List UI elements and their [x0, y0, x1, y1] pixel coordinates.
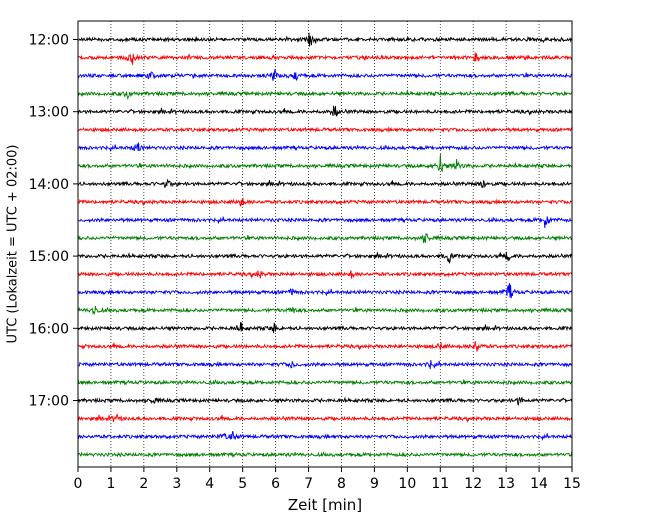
trace-row-1400: [77, 178, 572, 189]
x-axis-label: Zeit [min]: [288, 496, 362, 514]
x-tick-label: 6: [271, 476, 280, 492]
trace-row-1230: [77, 69, 572, 81]
trace-row-1515: [77, 270, 573, 279]
y-tick-label: 12:00: [29, 33, 69, 49]
trace-row-1445: [77, 233, 572, 243]
y-tick-label: 14:00: [29, 177, 69, 193]
y-axis-ticks: 12:00 13:00 14:00 15:00 16:00 17:00: [29, 33, 78, 410]
trace-row-1330: [77, 142, 572, 153]
trace-row-1615: [77, 341, 573, 352]
y-tick-label: 17:00: [29, 394, 69, 410]
trace-row-1215: [77, 52, 573, 65]
x-tick-label: 10: [398, 476, 416, 492]
x-tick-label: 4: [205, 476, 214, 492]
grid-lines: [110, 21, 540, 467]
trace-rows: [77, 32, 573, 458]
x-axis-ticks: 0 1 2 3 4 5 6 7 8 9 10 11 12 13 14 15: [74, 467, 581, 492]
trace-row-1600: [77, 322, 573, 334]
x-tick-label: 0: [74, 476, 83, 492]
trace-row-1745: [77, 451, 573, 458]
trace-row-1245: [77, 89, 573, 100]
trace-row-1300: [77, 105, 573, 117]
x-tick-label: 7: [304, 476, 313, 492]
trace-row-1345: [77, 154, 573, 173]
y-tick-label: 13:00: [29, 105, 69, 121]
x-tick-label: 14: [530, 476, 548, 492]
trace-row-1200: [77, 32, 572, 47]
x-tick-label: 11: [431, 476, 449, 492]
trace-row-1630: [77, 359, 573, 370]
trace-row-1430: [77, 216, 572, 228]
y-tick-label: 15:00: [29, 249, 69, 265]
x-tick-label: 5: [238, 476, 247, 492]
trace-row-1500: [77, 251, 573, 265]
trace-row-1730: [77, 430, 573, 441]
trace-row-1530: [77, 282, 573, 299]
trace-row-1315: [77, 126, 573, 134]
plot-frame: [77, 20, 573, 468]
x-tick-label: 3: [172, 476, 181, 492]
x-tick-label: 13: [497, 476, 515, 492]
y-axis-label: UTC (Lokalzeit = UTC + 02:00): [6, 145, 21, 344]
x-tick-label: 12: [464, 476, 482, 492]
trace-row-1700: [77, 396, 573, 406]
x-tick-label: 1: [106, 476, 115, 492]
trace-row-1545: [77, 305, 573, 316]
y-tick-label: 16:00: [29, 321, 69, 337]
x-tick-label: 15: [563, 476, 581, 492]
x-tick-label: 2: [139, 476, 148, 492]
trace-row-1645: [77, 379, 573, 386]
trace-row-1415: [77, 197, 572, 207]
trace-row-1715: [77, 413, 573, 423]
x-tick-label: 9: [370, 476, 379, 492]
x-tick-label: 8: [337, 476, 346, 492]
